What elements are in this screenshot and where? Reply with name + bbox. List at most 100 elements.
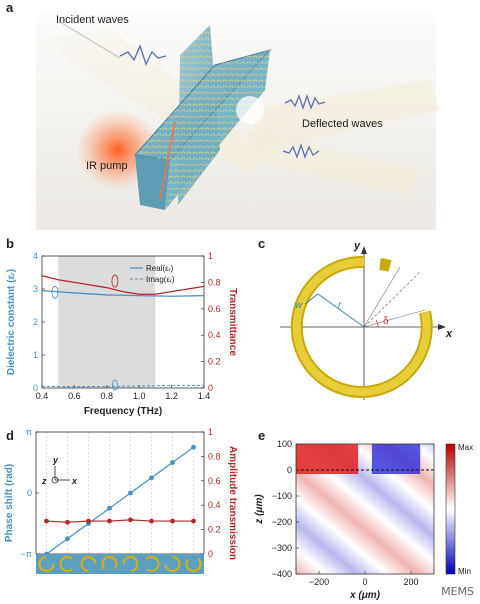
y-right-axis-label: Amplitude transmission bbox=[227, 446, 238, 560]
x-axis-symbol: x bbox=[446, 328, 453, 340]
series-real-line bbox=[41, 290, 205, 297]
y-left-tick-label: 3 bbox=[33, 284, 38, 294]
colorbar-max-label: Max bbox=[458, 443, 473, 452]
x-tick-label: 1.2 bbox=[165, 391, 178, 401]
panel-d: d −π 0 π 0 0.2 0.4 0.6 0.8 1 y z x Phase shift (rad)… bbox=[0, 422, 240, 604]
phase-point bbox=[107, 505, 112, 511]
y-tick-label: −300 bbox=[272, 543, 292, 553]
watermark: MEMS bbox=[441, 585, 474, 598]
y-left-tick-label: 2 bbox=[33, 317, 38, 327]
panel-a-label: a bbox=[6, 0, 14, 15]
split-ring-unit bbox=[185, 558, 202, 572]
ring-strip bbox=[36, 554, 204, 574]
phase-point bbox=[191, 444, 196, 450]
y-left-tick-label: 0 bbox=[27, 488, 32, 498]
y-right-axis-label: Transmittance bbox=[227, 288, 238, 356]
amplitude-point bbox=[128, 517, 133, 523]
y-left-axis-label: Dielectric constant (εᵣ) bbox=[6, 269, 17, 375]
phase-point bbox=[65, 536, 70, 542]
x-axis-label: x (μm) bbox=[349, 590, 381, 601]
inset-x-label: x bbox=[71, 476, 78, 486]
ring-geometry-diagram bbox=[280, 246, 446, 400]
phase-point bbox=[170, 460, 175, 465]
radius-line bbox=[317, 293, 365, 328]
y-tick-label: 100 bbox=[277, 439, 292, 449]
ir-pump-label: IR pump bbox=[86, 160, 128, 172]
phase-line bbox=[46, 446, 194, 555]
panel-b: b 0.4 0.6 0.8 1.0 1.2 1.4 0 1 2 3 4 0 0.2 0.4 0.6 0.8 1 R… bbox=[0, 232, 240, 422]
incident-waves-label: Incident waves bbox=[56, 14, 129, 26]
split-ring-unit bbox=[38, 556, 55, 572]
y-right-tick-label: 1 bbox=[208, 427, 213, 437]
panel-c-label: c bbox=[258, 236, 266, 251]
inset-z-axis bbox=[51, 476, 59, 484]
x-axis-label: Frequency (THz) bbox=[84, 406, 162, 417]
shaded-region bbox=[58, 256, 156, 388]
y-right-tick-label: 0.6 bbox=[208, 304, 221, 314]
amplitude-line bbox=[46, 519, 194, 523]
amplitude-point bbox=[44, 518, 49, 524]
y-right-tick-label: 0.2 bbox=[208, 357, 221, 367]
y-right-tick-label: 0.6 bbox=[208, 476, 221, 486]
y-right-tick-label: 0.4 bbox=[208, 500, 221, 510]
x-tick-label: 1.0 bbox=[133, 391, 146, 401]
inset-y-label: y bbox=[52, 455, 59, 465]
chart-d: −π 0 π 0 0.2 0.4 0.6 0.8 1 y z x Phase shift (rad) Am… bbox=[4, 427, 238, 574]
colorbar bbox=[445, 443, 456, 575]
phase-point bbox=[149, 475, 154, 481]
colorbar-min-label: Min bbox=[458, 567, 471, 576]
field-hot-region bbox=[296, 444, 359, 474]
inset-z-label: z bbox=[41, 476, 47, 486]
panel-c: c y x w r δ bbox=[240, 232, 480, 422]
phase-point bbox=[128, 490, 133, 496]
amplitude-point bbox=[191, 518, 196, 524]
y-tick-label: −400 bbox=[272, 569, 292, 579]
amplitude-point bbox=[170, 518, 175, 524]
amplitude-point bbox=[107, 518, 112, 524]
y-left-tick-label: −π bbox=[21, 549, 32, 559]
x-tick-label: 200 bbox=[403, 577, 418, 587]
amplitude-point bbox=[149, 518, 154, 524]
y-right-tick-label: 0 bbox=[208, 383, 213, 393]
x-tick-label: 0.6 bbox=[68, 391, 81, 401]
split-ring-unit bbox=[80, 556, 97, 572]
delta-symbol: δ bbox=[383, 316, 389, 327]
panel-d-label: d bbox=[6, 428, 14, 443]
x-tick-label: −200 bbox=[309, 577, 329, 587]
split-ring-unit bbox=[145, 556, 160, 572]
y-right-tick-label: 0.2 bbox=[208, 525, 221, 535]
metasurface-illustration bbox=[36, 14, 440, 230]
panel-e-label: e bbox=[258, 428, 266, 443]
y-tick-label: −100 bbox=[272, 491, 292, 501]
y-left-tick-label: 0 bbox=[33, 383, 38, 393]
r-symbol: r bbox=[338, 300, 342, 311]
x-tick-label: 0.4 bbox=[36, 391, 49, 401]
y-right-tick-label: 0.8 bbox=[208, 451, 221, 461]
panel-e: e −200 0 200 100 0 −100 −200 −300 −400 x (μm) z (μ… bbox=[240, 422, 480, 604]
y-left-tick-label: π bbox=[26, 427, 32, 437]
imag-marker-ellipse bbox=[112, 379, 118, 391]
real-marker-ellipse bbox=[51, 285, 59, 299]
plot-frame bbox=[35, 431, 205, 555]
y-right-tick-label: 0 bbox=[208, 549, 213, 559]
y-axis-label: z (μm) bbox=[254, 494, 265, 525]
panel-b-label: b bbox=[6, 236, 14, 251]
y-tick-label: −200 bbox=[272, 517, 292, 527]
series-transmittance-line bbox=[41, 275, 205, 295]
legend-imag-text: Imag(εᵣ) bbox=[146, 275, 175, 284]
x-tick-label: 1.4 bbox=[198, 391, 211, 401]
split-ring-unit bbox=[122, 556, 139, 572]
split-ring-unit bbox=[101, 556, 118, 570]
w-symbol: w bbox=[295, 300, 303, 311]
deflected-waves-label: Deflected waves bbox=[302, 118, 383, 130]
amplitude-point bbox=[86, 518, 91, 524]
trans-marker-ellipse bbox=[111, 274, 119, 288]
y-left-tick-label: 1 bbox=[33, 350, 38, 360]
split-ring-unit bbox=[164, 556, 181, 572]
y-left-tick-label: 4 bbox=[33, 251, 38, 261]
amplitude-point bbox=[65, 519, 70, 525]
x-tick-label: 0.8 bbox=[101, 391, 114, 401]
y-axis-symbol: y bbox=[354, 240, 361, 252]
split-ring-unit bbox=[59, 556, 74, 572]
panel-a: a bbox=[0, 0, 480, 232]
